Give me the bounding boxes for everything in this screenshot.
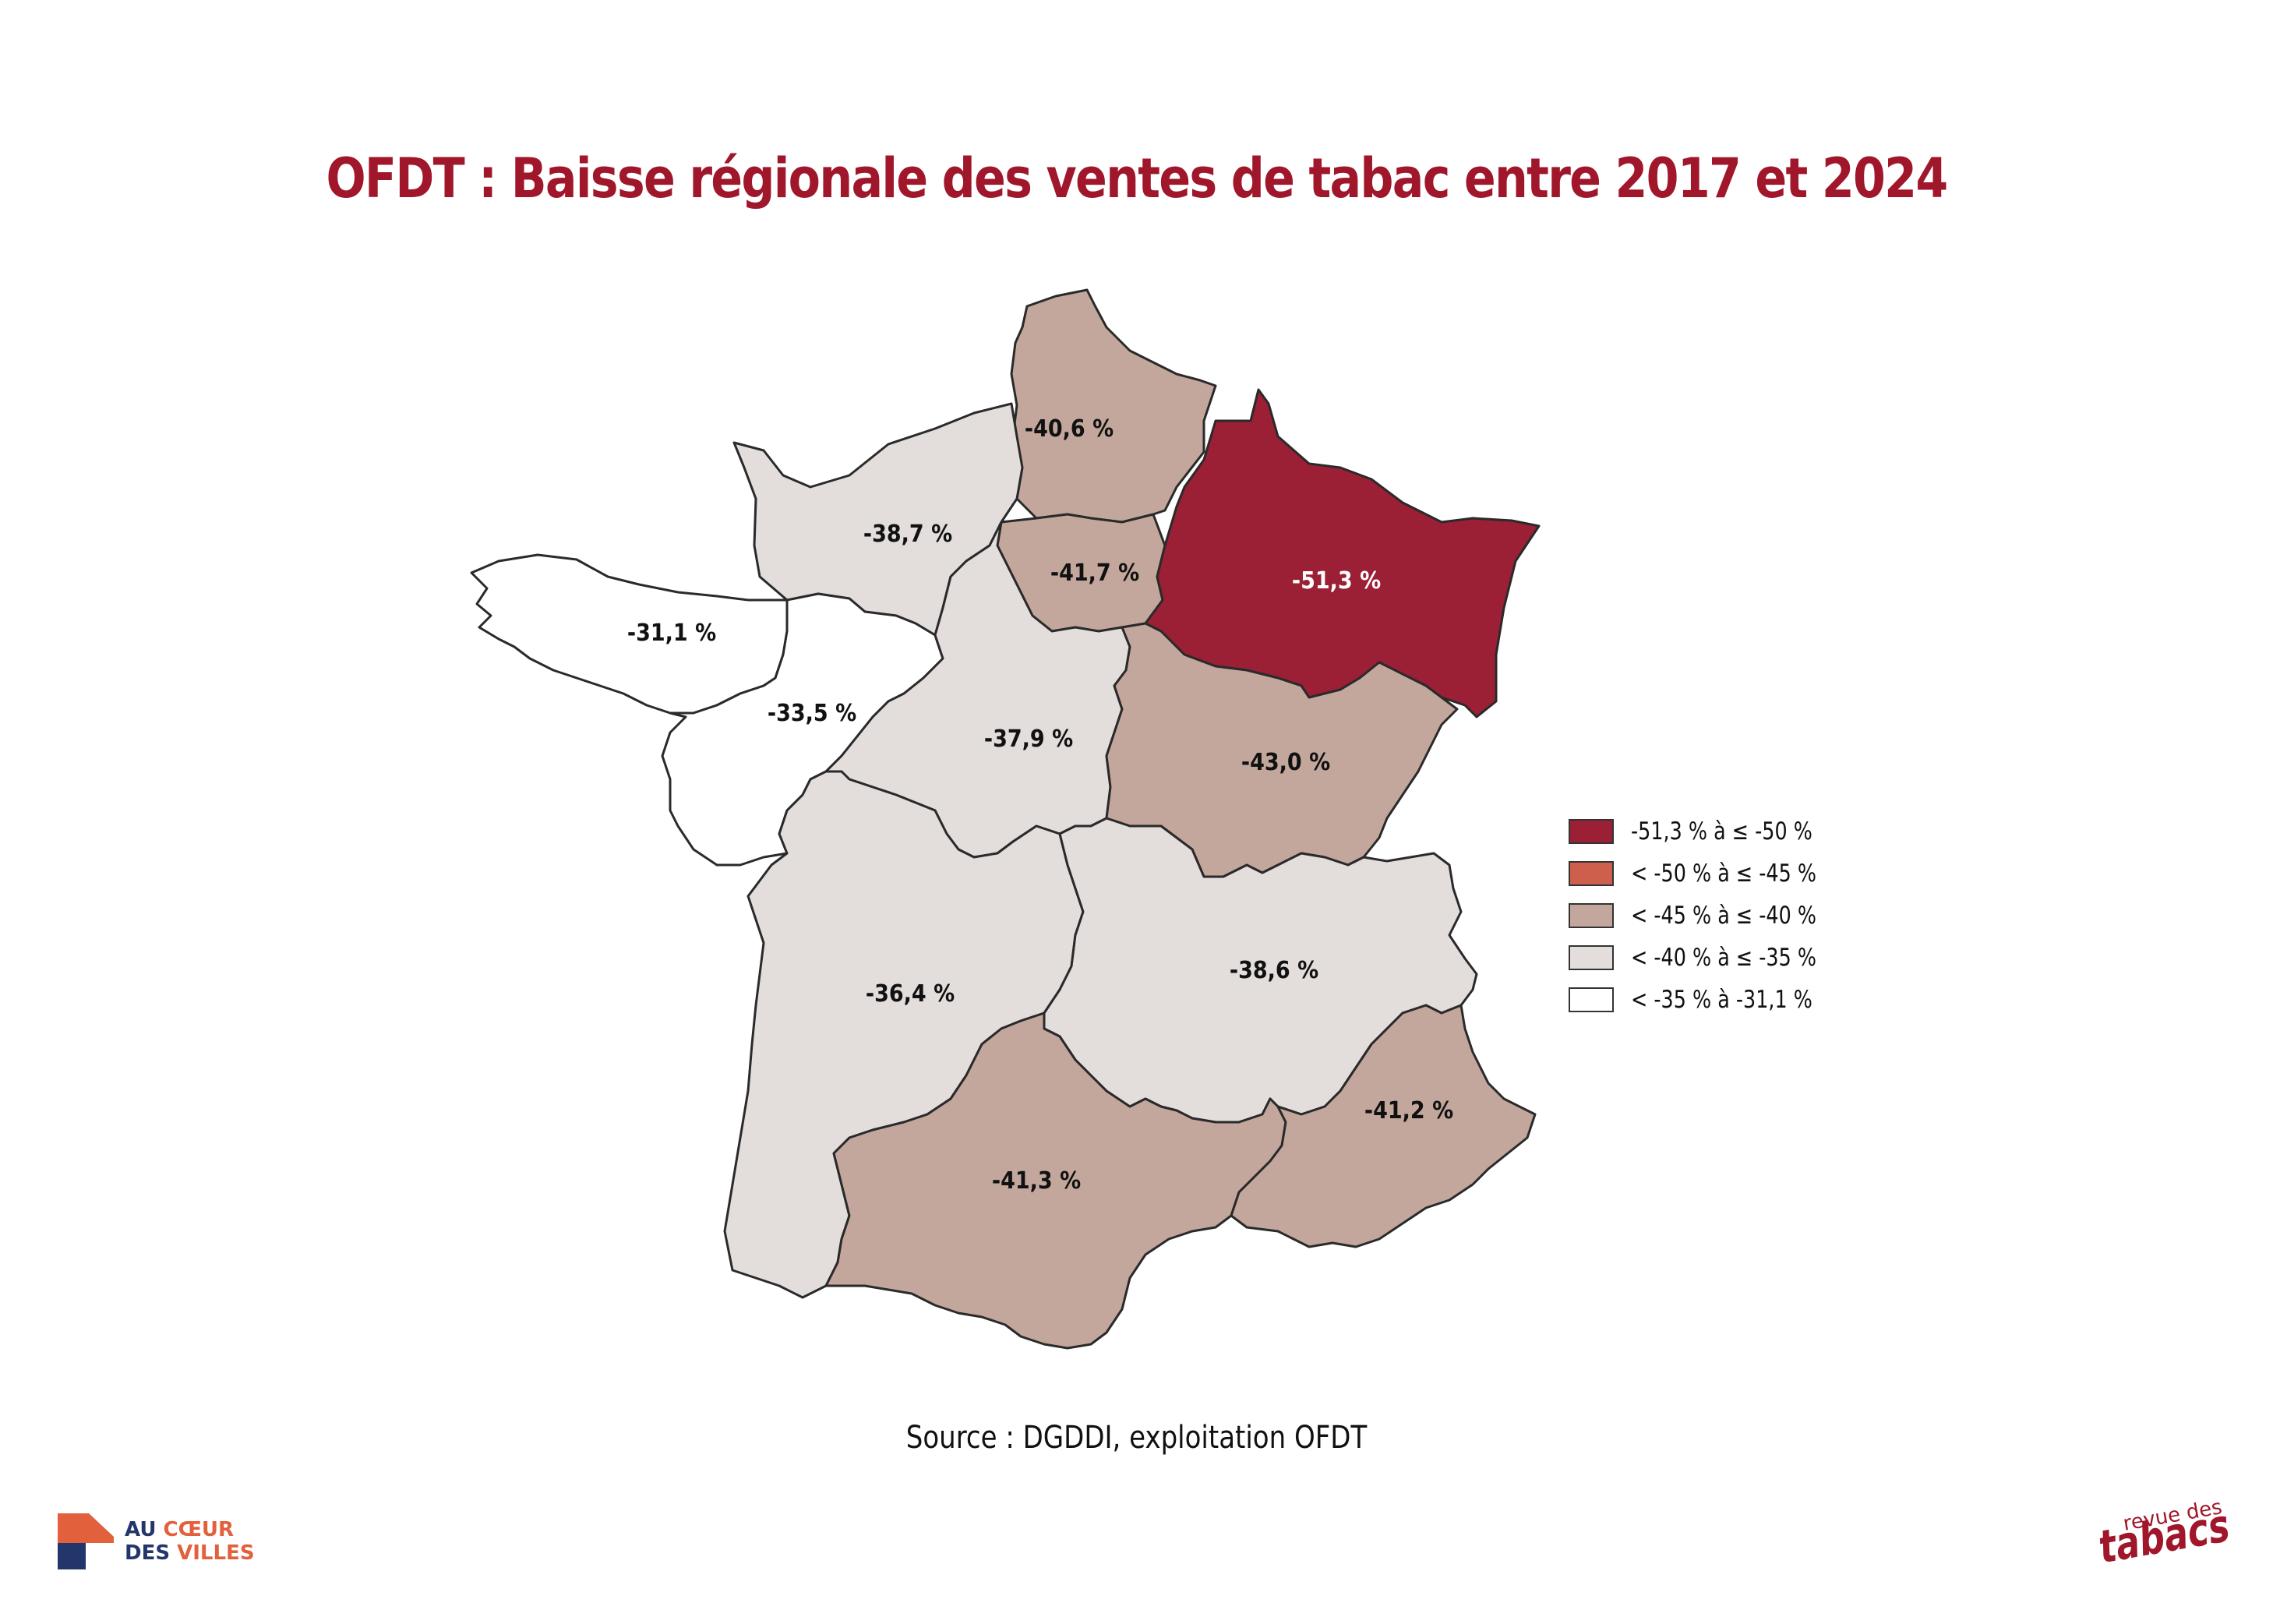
map-title: OFDT : Baisse régionale des ventes de ta… bbox=[326, 147, 1948, 210]
label-pays-de-la-loire: -33,5 % bbox=[768, 700, 856, 727]
legend-label: < -40 % à ≤ -35 % bbox=[1631, 944, 1817, 972]
legend-item: < -40 % à ≤ -35 % bbox=[1569, 937, 1857, 979]
legend-swatch bbox=[1569, 945, 1614, 970]
legend-item: < -50 % à ≤ -45 % bbox=[1569, 853, 1857, 895]
legend-item: < -35 % à -31,1 % bbox=[1569, 979, 1857, 1021]
legend-swatch bbox=[1569, 861, 1614, 886]
label-grand-est: -51,3 % bbox=[1292, 567, 1381, 595]
legend-item: -51,3 % à ≤ -50 % bbox=[1569, 810, 1857, 853]
region-paca bbox=[1230, 1004, 1537, 1248]
source-note: Source : DGDDI, exploitation OFDT bbox=[905, 1420, 1368, 1456]
au-coeur-des-villes-logo: AU CŒUR DES VILLES bbox=[58, 1513, 255, 1569]
label-centre-val-de-loire: -37,9 % bbox=[984, 726, 1073, 753]
legend-item: < -45 % à ≤ -40 % bbox=[1569, 895, 1857, 937]
label-auvergne-rhone-alpes: -38,6 % bbox=[1230, 957, 1318, 984]
legend-label: < -35 % à -31,1 % bbox=[1631, 986, 1812, 1014]
label-normandie: -38,7 % bbox=[863, 521, 952, 548]
label-hauts-de-france: -40,6 % bbox=[1025, 415, 1114, 443]
label-ile-de-france: -41,7 % bbox=[1050, 560, 1139, 587]
legend-label: -51,3 % à ≤ -50 % bbox=[1631, 817, 1812, 846]
region-value-labels: -40,6 % -38,7 % -41,7 % -51,3 % -31,1 % … bbox=[627, 415, 1453, 1195]
label-occitanie: -41,3 % bbox=[992, 1167, 1081, 1195]
house-logo-icon bbox=[58, 1513, 114, 1569]
region-hauts-de-france bbox=[1010, 288, 1217, 524]
legend-label: < -50 % à ≤ -45 % bbox=[1631, 860, 1817, 888]
label-bretagne: -31,1 % bbox=[627, 620, 716, 647]
legend-swatch bbox=[1569, 987, 1614, 1012]
legend-swatch bbox=[1569, 819, 1614, 844]
legend-label: < -45 % à ≤ -40 % bbox=[1631, 902, 1817, 930]
label-bourgogne-franche-comte: -43,0 % bbox=[1241, 749, 1330, 776]
region-occitanie bbox=[824, 1011, 1287, 1350]
label-paca: -41,2 % bbox=[1364, 1097, 1453, 1124]
label-nouvelle-aquitaine: -36,4 % bbox=[866, 980, 955, 1008]
revue-des-tabacs-logo: revue des tabacs bbox=[2095, 1495, 2233, 1574]
map-legend: -51,3 % à ≤ -50 % < -50 % à ≤ -45 % < -4… bbox=[1569, 810, 1857, 1021]
logo-text: AU CŒUR DES VILLES bbox=[125, 1518, 255, 1565]
logo-big-text: tabacs bbox=[2095, 1499, 2234, 1574]
legend-swatch bbox=[1569, 903, 1614, 928]
region-bourgogne-franche-comte bbox=[1105, 622, 1459, 878]
